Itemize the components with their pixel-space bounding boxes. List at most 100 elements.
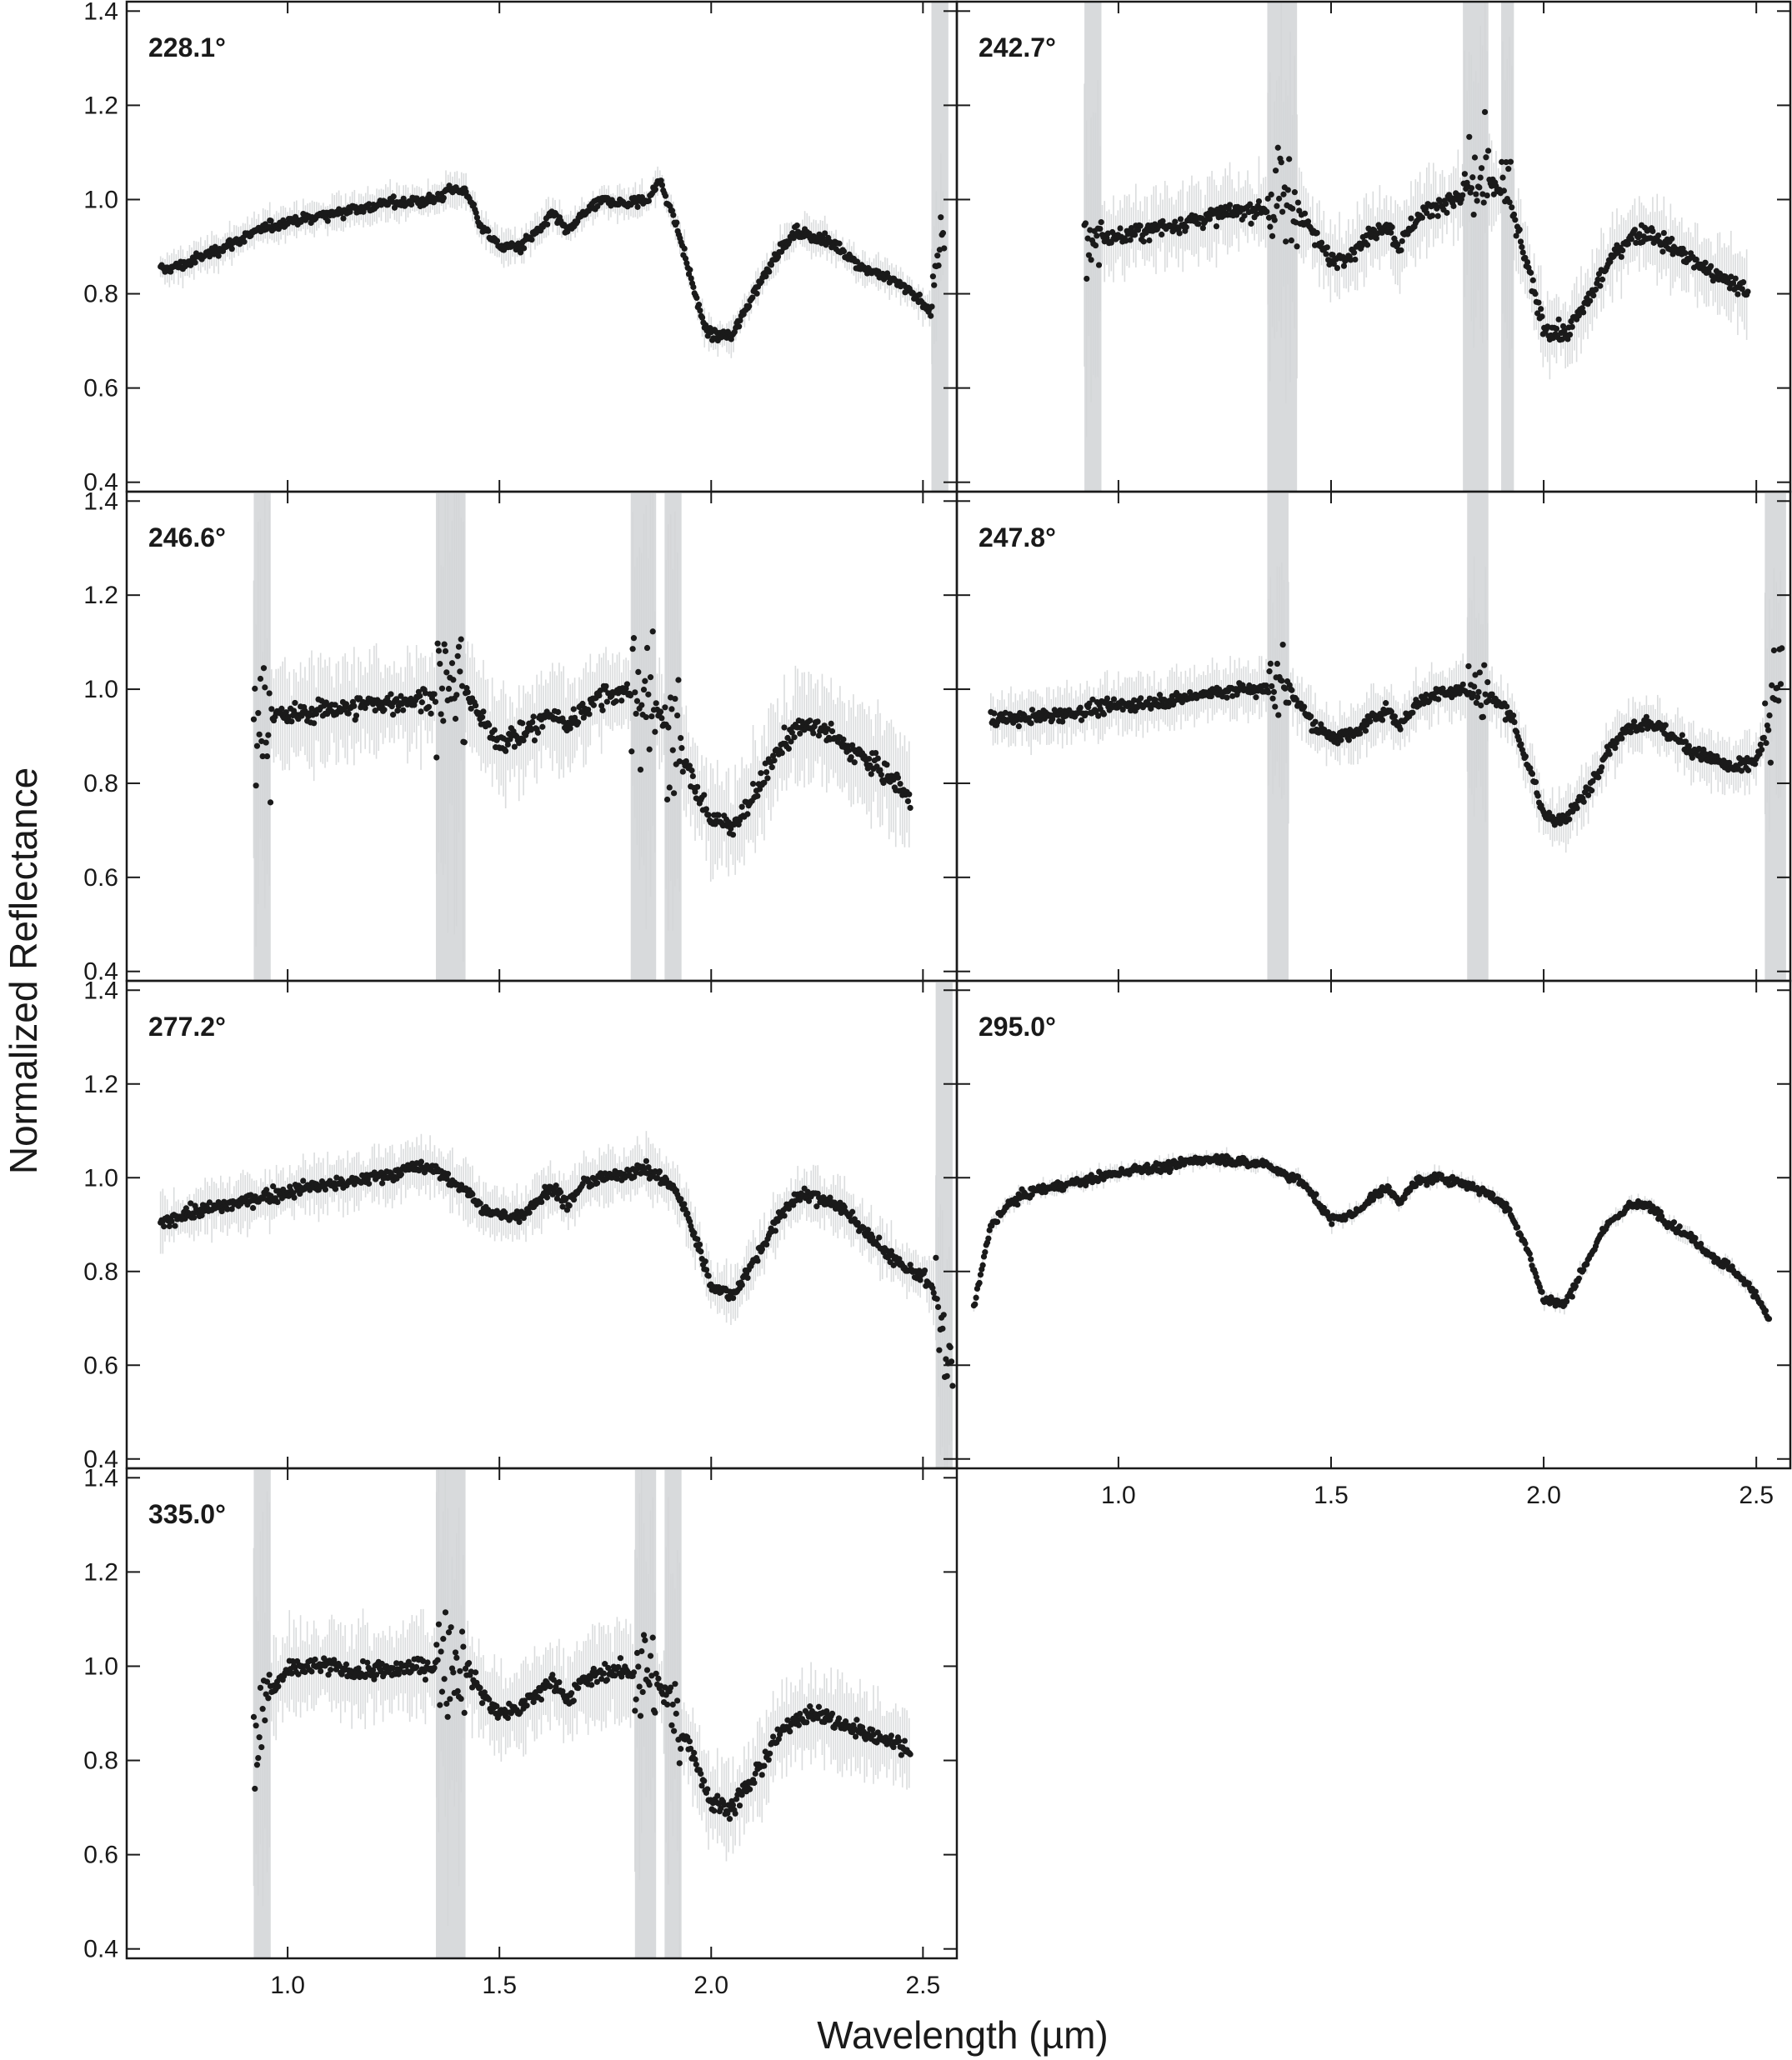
data-point — [851, 759, 858, 766]
data-point — [1274, 202, 1280, 209]
data-point — [1289, 205, 1296, 212]
y-tick-label: 1.4 — [83, 0, 118, 25]
data-point — [470, 201, 478, 208]
data-point — [1506, 199, 1513, 206]
data-point — [418, 708, 424, 715]
data-point — [1739, 286, 1745, 292]
data-point — [1138, 695, 1144, 702]
data-point — [638, 702, 645, 708]
data-point — [1584, 792, 1592, 798]
data-point — [504, 741, 511, 748]
data-point — [1480, 199, 1487, 206]
data-point — [1177, 216, 1184, 222]
data-point — [431, 691, 438, 698]
data-point — [1484, 148, 1492, 154]
data-point — [1505, 166, 1512, 172]
data-point — [531, 737, 538, 744]
data-point — [1350, 249, 1358, 256]
y-tick-label: 0.6 — [83, 864, 118, 892]
data-point — [388, 691, 394, 698]
data-point — [1559, 336, 1565, 342]
data-point — [744, 811, 751, 818]
data-point — [270, 1182, 277, 1190]
data-point — [1131, 697, 1138, 703]
data-point — [1146, 695, 1154, 702]
data-point — [669, 747, 676, 753]
data-point — [288, 718, 295, 725]
data-point — [1732, 275, 1739, 282]
data-point — [702, 1258, 708, 1265]
data-point — [1702, 259, 1709, 266]
data-point — [445, 685, 453, 692]
data-point — [1213, 223, 1220, 230]
data-point — [570, 706, 577, 712]
data-point — [511, 743, 518, 750]
data-point — [1619, 735, 1625, 742]
data-point — [662, 192, 669, 199]
data-point — [322, 1186, 329, 1193]
data-point — [1289, 687, 1295, 693]
data-point — [1589, 778, 1596, 784]
data-point — [544, 221, 551, 228]
data-point — [806, 230, 813, 237]
data-point — [643, 644, 651, 652]
data-point — [840, 248, 848, 255]
data-point — [263, 752, 271, 760]
data-point — [1383, 700, 1389, 707]
data-point — [873, 749, 879, 757]
data-point — [1765, 727, 1772, 733]
data-point — [1607, 258, 1614, 265]
panel-2: 242.7° — [955, 0, 1792, 493]
panel-1-label: 228.1° — [148, 32, 226, 62]
panel-4-noisy-band-3 — [1764, 492, 1786, 981]
data-point — [206, 253, 213, 260]
data-point — [931, 282, 938, 288]
data-point — [813, 1203, 820, 1210]
data-point — [1478, 702, 1484, 709]
data-point — [1084, 235, 1091, 242]
data-point — [738, 1282, 745, 1288]
data-point — [1619, 247, 1626, 254]
data-point — [1398, 247, 1404, 253]
data-point — [566, 1202, 573, 1209]
data-point — [457, 668, 463, 675]
data-point — [266, 690, 273, 697]
data-point — [1470, 211, 1477, 218]
data-point — [1442, 201, 1449, 208]
data-point — [1459, 681, 1466, 688]
data-point — [814, 718, 821, 725]
data-point — [372, 708, 378, 714]
data-point — [452, 715, 459, 722]
data-point — [453, 692, 460, 698]
data-point — [267, 799, 274, 806]
data-point — [477, 1200, 483, 1207]
data-point — [1475, 688, 1482, 695]
data-point — [1434, 212, 1441, 219]
data-point — [657, 708, 664, 715]
data-point — [586, 711, 593, 718]
data-point — [658, 178, 664, 184]
data-point — [695, 302, 703, 308]
data-point — [1760, 734, 1767, 741]
data-point — [1628, 236, 1634, 242]
data-point — [688, 767, 695, 774]
data-point — [633, 698, 641, 704]
data-point — [455, 643, 463, 650]
data-point — [1647, 235, 1654, 242]
data-point — [906, 791, 913, 798]
data-point — [738, 803, 745, 810]
data-point — [656, 1168, 663, 1175]
data-point — [215, 252, 222, 259]
data-point — [1524, 258, 1531, 266]
data-point — [1364, 242, 1371, 248]
data-point — [554, 708, 562, 716]
data-point — [1510, 712, 1517, 719]
data-point — [418, 699, 425, 706]
data-point — [1345, 737, 1352, 743]
data-point — [1146, 237, 1153, 244]
data-point — [1467, 189, 1474, 196]
data-point — [598, 702, 605, 709]
data-point — [1695, 745, 1703, 752]
data-point — [675, 677, 682, 683]
data-point — [228, 246, 235, 252]
